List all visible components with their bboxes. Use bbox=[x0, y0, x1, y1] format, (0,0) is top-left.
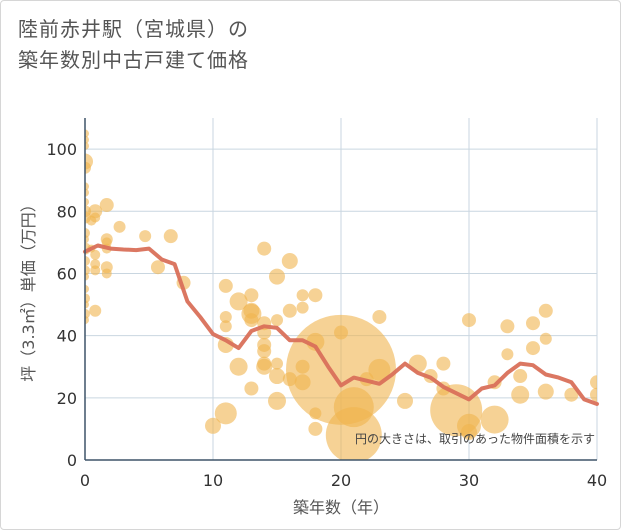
x-tick-label: 10 bbox=[203, 471, 223, 490]
data-bubble bbox=[590, 375, 597, 390]
y-axis-title: 坪（3.3㎡）単価（万円） bbox=[19, 196, 38, 381]
data-bubble bbox=[139, 230, 152, 243]
data-bubble bbox=[85, 300, 89, 309]
data-bubble bbox=[268, 391, 286, 410]
bubble-size-note: 円の大きさは、取引のあった物件面積を示す bbox=[355, 431, 595, 446]
data-bubble bbox=[85, 129, 89, 138]
data-bubble bbox=[325, 407, 382, 460]
data-bubble bbox=[256, 358, 273, 375]
data-bubble bbox=[229, 357, 248, 376]
data-bubble bbox=[269, 368, 285, 385]
data-bubble bbox=[90, 249, 101, 260]
data-bubble bbox=[526, 316, 540, 331]
data-bubble bbox=[308, 421, 323, 436]
data-bubble bbox=[85, 197, 89, 206]
data-bubble bbox=[539, 332, 552, 345]
data-bubble bbox=[85, 285, 89, 293]
average-price-line bbox=[83, 243, 599, 406]
data-bubble bbox=[296, 301, 309, 314]
data-bubble bbox=[590, 387, 597, 402]
data-bubble bbox=[537, 383, 554, 400]
data-bubble bbox=[85, 256, 90, 267]
data-bubble bbox=[219, 310, 232, 323]
data-bubble bbox=[244, 288, 259, 303]
data-bubble bbox=[397, 392, 413, 409]
data-bubble bbox=[257, 344, 272, 359]
data-bubble bbox=[244, 313, 259, 328]
data-bubble bbox=[372, 309, 387, 324]
data-bubble bbox=[462, 313, 476, 328]
data-bubble bbox=[150, 260, 165, 275]
data-bubble bbox=[480, 405, 509, 434]
data-bubble bbox=[244, 381, 259, 396]
data-bubble bbox=[90, 212, 101, 223]
data-bubble bbox=[219, 320, 232, 333]
data-bubble bbox=[269, 268, 285, 285]
data-bubble bbox=[257, 241, 272, 256]
data-bubble bbox=[511, 385, 530, 404]
data-bubble bbox=[501, 348, 514, 361]
data-bubble bbox=[85, 161, 91, 174]
data-bubble bbox=[218, 278, 233, 293]
data-bubble bbox=[99, 198, 114, 213]
chart-title: 陸前赤井駅（宮城県）の 築年数別中古戸建て価格 bbox=[18, 14, 249, 76]
data-bubble bbox=[85, 188, 89, 197]
x-axis-title: 築年数（年） bbox=[293, 498, 389, 517]
data-bubble bbox=[564, 387, 579, 402]
data-bubble bbox=[282, 303, 297, 318]
data-bubble bbox=[513, 369, 528, 384]
chart-title-line-2: 築年数別中古戸建て価格 bbox=[18, 48, 249, 72]
y-tick-label: 100 bbox=[46, 140, 77, 159]
data-bubble bbox=[538, 303, 553, 318]
x-tick-label: 40 bbox=[587, 471, 607, 490]
data-bubble bbox=[85, 182, 89, 191]
data-bubble bbox=[85, 141, 89, 150]
data-bubble bbox=[229, 292, 248, 311]
x-tick-label: 20 bbox=[331, 471, 351, 490]
data-bubble bbox=[214, 402, 237, 425]
x-tick-label: 30 bbox=[459, 471, 479, 490]
data-bubble bbox=[461, 424, 477, 441]
data-bubble bbox=[271, 357, 283, 370]
y-tick-label: 20 bbox=[57, 389, 77, 408]
x-tick-label: 0 bbox=[80, 471, 90, 490]
data-bubble bbox=[89, 304, 102, 317]
data-bubble bbox=[85, 272, 89, 281]
y-tick-label: 80 bbox=[57, 202, 77, 221]
data-bubble bbox=[163, 229, 178, 244]
data-bubble bbox=[85, 135, 89, 144]
data-bubble bbox=[205, 417, 221, 434]
y-tick-label: 60 bbox=[57, 264, 77, 283]
data-bubble bbox=[368, 358, 391, 381]
data-bubble bbox=[85, 235, 89, 244]
data-bubble bbox=[526, 341, 540, 356]
data-bubble bbox=[296, 289, 309, 302]
data-bubble bbox=[101, 268, 112, 279]
data-bubble bbox=[271, 314, 283, 327]
bubble-layer bbox=[85, 129, 597, 460]
chart-title-line-1: 陸前赤井駅（宮城県）の bbox=[18, 17, 249, 41]
y-tick-label: 0 bbox=[67, 451, 77, 470]
y-tick-label: 40 bbox=[57, 327, 77, 346]
data-bubble bbox=[436, 356, 451, 371]
data-bubble bbox=[85, 316, 89, 325]
data-bubble bbox=[281, 253, 298, 270]
data-bubble bbox=[90, 265, 101, 276]
data-bubble bbox=[308, 288, 323, 303]
data-bubble bbox=[500, 319, 515, 334]
data-bubble bbox=[113, 220, 126, 233]
